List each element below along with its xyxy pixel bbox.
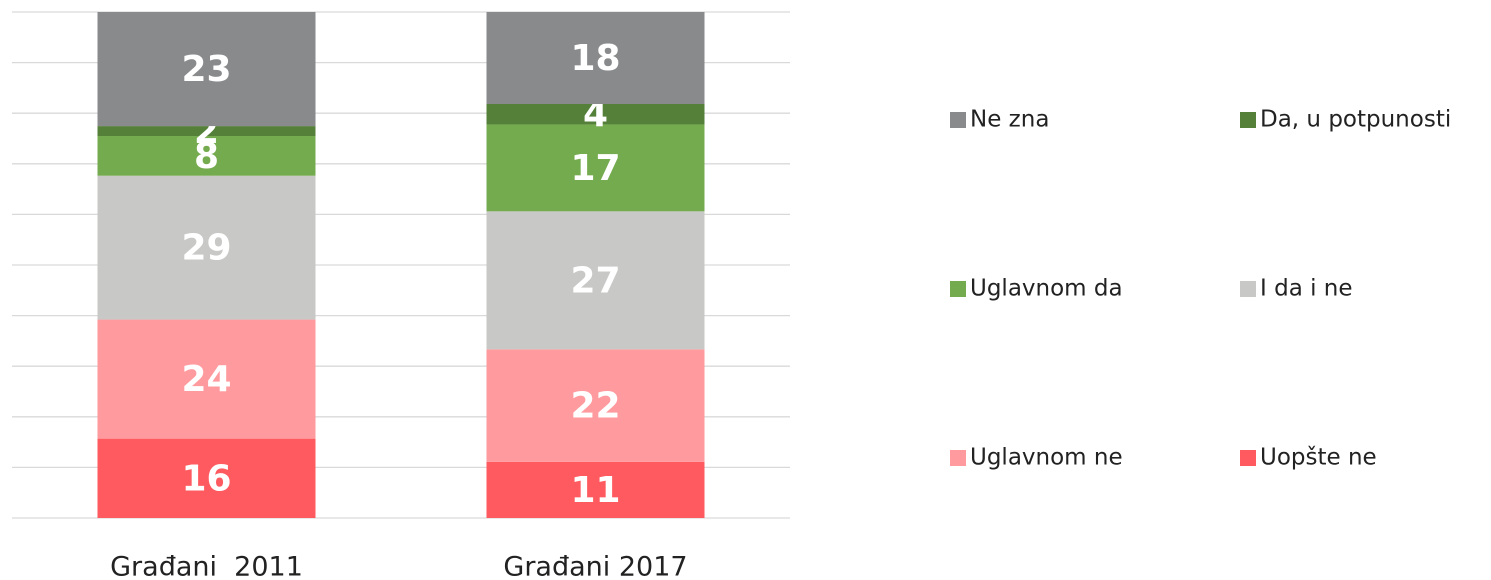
legend-label: Uglavnom da xyxy=(970,276,1123,302)
bar-segment xyxy=(97,126,316,137)
bar-segment xyxy=(486,461,705,518)
legend-label: Uglavnom ne xyxy=(970,445,1123,471)
bar-segment xyxy=(486,211,705,350)
data-label: 17 xyxy=(570,148,620,189)
data-label: 23 xyxy=(181,49,231,90)
x-tick-label: Građani 2017 xyxy=(503,552,687,580)
legend-swatch xyxy=(1240,281,1256,297)
legend-swatch xyxy=(950,450,966,466)
legend-label: Ne zna xyxy=(970,107,1049,133)
data-label: 27 xyxy=(570,260,620,301)
data-label: 29 xyxy=(181,228,231,269)
legend-label: I da i ne xyxy=(1260,276,1353,302)
data-label: 22 xyxy=(570,386,620,427)
data-label: 11 xyxy=(570,470,620,511)
legend-swatch xyxy=(950,112,966,128)
legend-label: Da, u potpunosti xyxy=(1260,107,1451,133)
bar-segment xyxy=(486,12,705,104)
bar-segment xyxy=(97,438,316,518)
legend-swatch xyxy=(1240,450,1256,466)
bar-segment xyxy=(486,349,705,462)
legend-label: Uopšte ne xyxy=(1260,445,1377,471)
data-label: 18 xyxy=(570,38,620,79)
x-tick-label: Građani 2011 xyxy=(110,552,303,580)
bar-segment xyxy=(97,12,316,127)
legend-swatch xyxy=(950,281,966,297)
bar-segment xyxy=(97,136,316,176)
bar-segment xyxy=(486,104,705,125)
bar-segment xyxy=(97,319,316,439)
bar-segment xyxy=(97,175,316,320)
legend-swatch xyxy=(1240,112,1256,128)
data-label: 24 xyxy=(181,359,231,400)
bar-segment xyxy=(486,124,705,212)
data-label: 16 xyxy=(181,458,231,499)
data-label: 8 xyxy=(194,136,219,177)
